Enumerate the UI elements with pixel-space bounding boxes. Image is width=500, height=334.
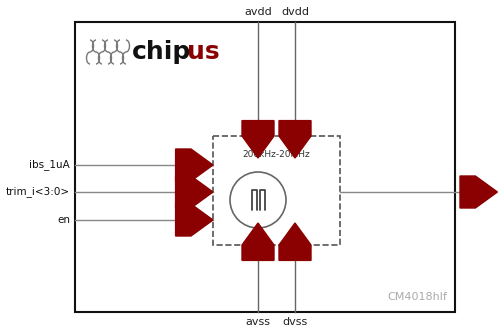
Text: chip: chip [132,40,191,64]
Text: CM4018hlf: CM4018hlf [387,292,447,302]
Text: ibs_1uA: ibs_1uA [29,160,70,170]
Polygon shape [176,204,213,236]
Bar [75,22,455,312]
Polygon shape [176,149,213,181]
Polygon shape [279,121,311,158]
Polygon shape [460,176,498,208]
Text: avss: avss [246,317,270,327]
Polygon shape [242,223,274,261]
Polygon shape [242,121,274,158]
Text: en: en [57,215,70,225]
Circle shape [230,172,286,228]
Polygon shape [279,223,311,261]
Text: dvdd: dvdd [281,7,309,17]
Polygon shape [176,176,213,208]
Text: dvss: dvss [282,317,308,327]
Text: avdd: avdd [244,7,272,17]
Bar [213,136,340,245]
Text: us: us [187,40,220,64]
Text: 200kHz-20MHz: 200kHz-20MHz [242,150,310,159]
Text: trim_i<3:0>: trim_i<3:0> [6,187,70,197]
